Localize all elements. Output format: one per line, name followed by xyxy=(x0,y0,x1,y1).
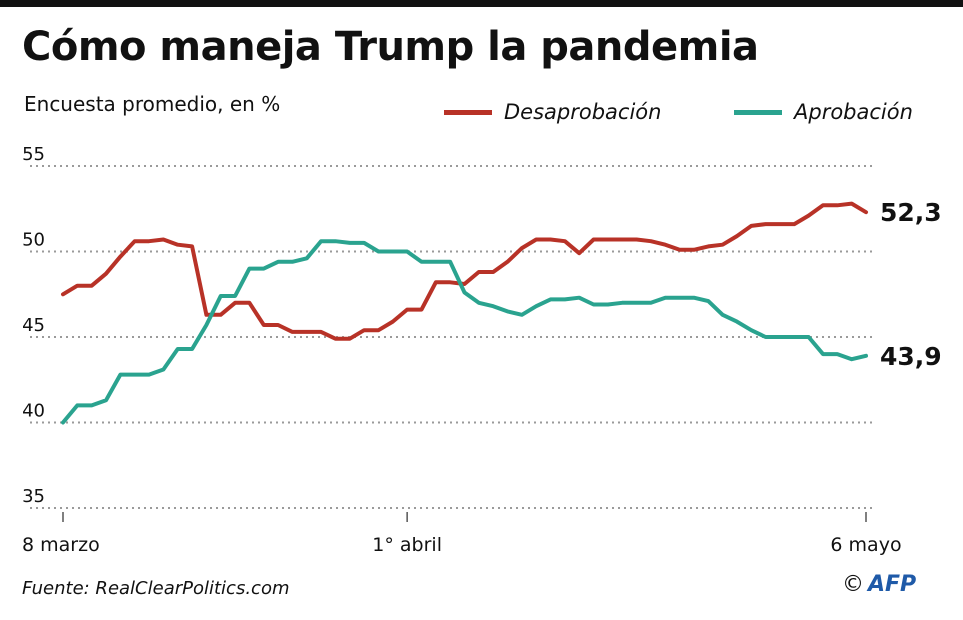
x-tick-label: 8 marzo xyxy=(22,534,100,556)
afp-logo: AFP xyxy=(868,572,917,597)
top-bar xyxy=(0,0,963,7)
series-line-desaprobacion xyxy=(61,201,868,341)
legend-label-aprobacion: Aprobación xyxy=(794,100,913,124)
end-value-label: 43,9 xyxy=(880,342,942,371)
legend-swatch-aprobacion xyxy=(734,109,782,115)
legend-swatch-desaprobacion xyxy=(444,109,492,115)
y-tick-label: 55 xyxy=(22,144,45,165)
legend-item-aprobacion: Aprobación xyxy=(734,100,913,124)
end-value-label: 52,3 xyxy=(880,198,942,227)
chart-title: Cómo maneja Trump la pandemia xyxy=(22,24,759,70)
legend-item-desaprobacion: Desaprobación xyxy=(444,100,661,124)
y-tick-label: 50 xyxy=(22,230,45,251)
source-note: Fuente: RealClearPolitics.com xyxy=(22,578,290,599)
series-line-aprobacion xyxy=(61,239,868,425)
y-tick-label: 45 xyxy=(22,315,45,336)
copyright-symbol: © xyxy=(842,572,864,597)
x-tick-label: 6 mayo xyxy=(830,534,901,556)
legend-label-desaprobacion: Desaprobación xyxy=(504,100,662,124)
x-tick-label: 1° abril xyxy=(372,534,442,556)
y-tick-label: 35 xyxy=(22,486,45,507)
chart-subtitle: Encuesta promedio, en % xyxy=(24,92,281,116)
afp-credit: © AFP xyxy=(842,572,916,597)
y-tick-label: 40 xyxy=(22,401,45,422)
